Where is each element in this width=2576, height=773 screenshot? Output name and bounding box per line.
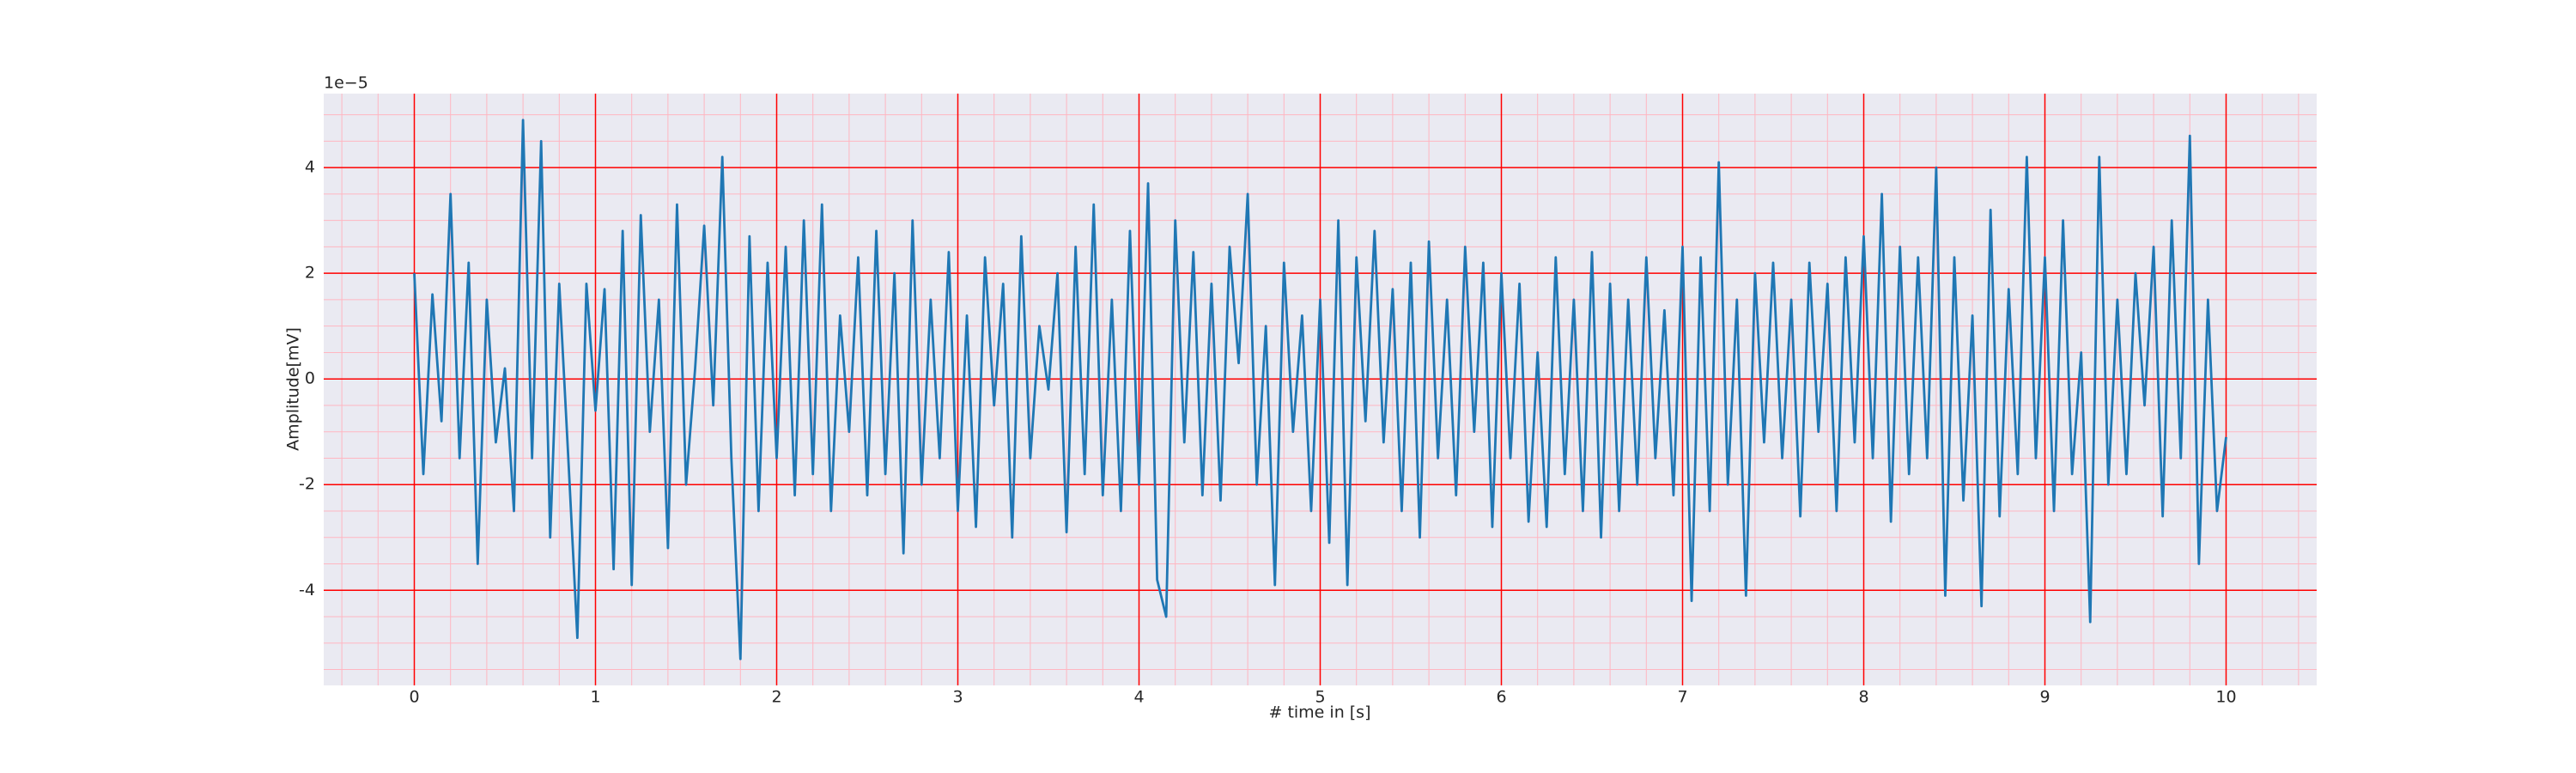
offset-label: 1e−5 [324, 74, 368, 93]
x-axis-label: # time in [s] [1268, 703, 1370, 722]
x-tick-label: 0 [409, 688, 419, 707]
x-tick-label: 5 [1315, 688, 1325, 707]
x-tick-label: 3 [952, 688, 963, 707]
y-tick-label: -4 [299, 581, 315, 600]
line [413, 119, 2227, 660]
y-axis-label: Amplitude[mV] [284, 327, 303, 451]
y-tick-label: 2 [305, 264, 315, 283]
y-tick-label: 4 [305, 158, 315, 177]
x-tick-label: 9 [2039, 688, 2050, 707]
x-tick-label: 8 [1858, 688, 1868, 707]
y-tick-label: -2 [299, 475, 315, 494]
x-tick-label: 10 [2215, 688, 2236, 707]
x-tick-label: 2 [771, 688, 781, 707]
y-tick-label: 0 [305, 369, 315, 388]
series [413, 119, 2227, 660]
x-tick-label: 4 [1133, 688, 1144, 707]
x-tick-label: 1 [590, 688, 600, 707]
x-tick-label: 6 [1496, 688, 1506, 707]
x-tick-label: 7 [1677, 688, 1687, 707]
labels: 0 1 2 3 4 5 6 7 8 9 10 -4 -2 0 2 4 [299, 158, 2237, 707]
